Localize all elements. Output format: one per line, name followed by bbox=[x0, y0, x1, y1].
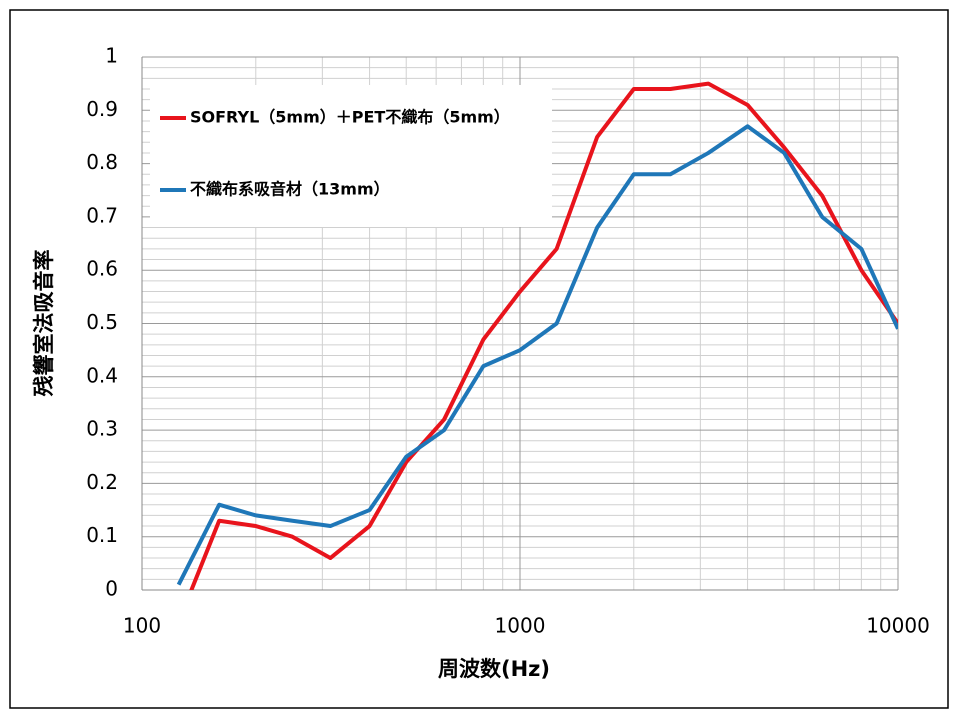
x-tick-label: 10000 bbox=[866, 614, 930, 638]
x-tick-label: 1000 bbox=[495, 614, 546, 638]
y-tick-label: 0.1 bbox=[86, 523, 118, 547]
legend: SOFRYL（5mm）＋PET不織布（5mm） 不織布系吸音材（13mm） bbox=[150, 85, 552, 227]
y-tick-label: 0.3 bbox=[86, 417, 118, 441]
y-axis-label: 残響室法吸音率 bbox=[32, 250, 56, 397]
y-tick-label: 0.9 bbox=[86, 97, 118, 121]
y-tick-label: 0.5 bbox=[86, 310, 118, 334]
y-tick-label: 0.8 bbox=[86, 150, 118, 174]
plot-area bbox=[176, 81, 898, 590]
legend-box bbox=[150, 85, 552, 227]
y-tick-label: 0.7 bbox=[86, 203, 118, 227]
data-line bbox=[176, 124, 898, 586]
data-line bbox=[189, 81, 898, 590]
labels: 周波数(Hz) 残響室法吸音率 bbox=[32, 250, 550, 682]
y-tick-label: 0.6 bbox=[86, 257, 118, 281]
legend-label: 不織布系吸音材（13mm） bbox=[190, 180, 390, 199]
y-tick-label: 0.4 bbox=[86, 363, 118, 387]
y-tick-label: 0.2 bbox=[86, 470, 118, 494]
x-axis-label: 周波数(Hz) bbox=[438, 657, 550, 681]
y-tick-label: 1 bbox=[105, 44, 118, 68]
legend-label: SOFRYL（5mm）＋PET不織布（5mm） bbox=[190, 108, 510, 127]
x-tick-label: 100 bbox=[123, 614, 161, 638]
y-tick-label: 0 bbox=[105, 577, 118, 601]
